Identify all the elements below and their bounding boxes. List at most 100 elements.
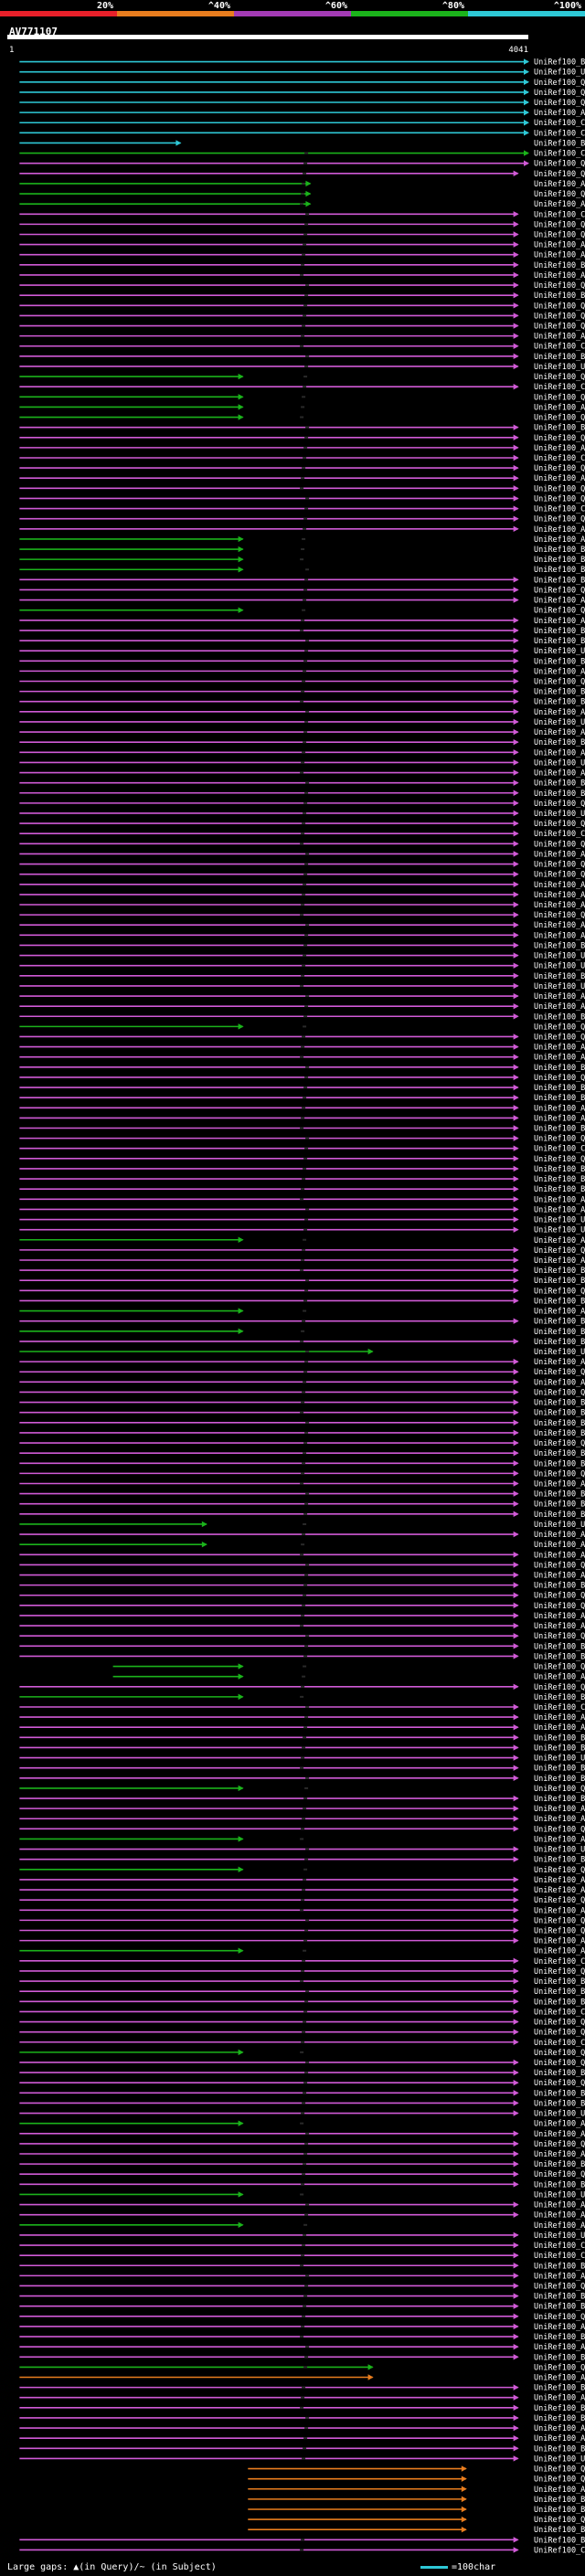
hit-row[interactable]: UniRef100_A2Q513 (19, 1835, 585, 1844)
hit-row[interactable]: UniRef100_Q6YUT0 (19, 2170, 585, 2179)
hit-label[interactable]: UniRef100_A2X672 (534, 444, 585, 453)
hit-row[interactable]: UniRef100_B9HFW3 (19, 1652, 585, 1661)
hit-label[interactable]: UniRef100_Q0JAN0 (534, 484, 585, 493)
hit-label[interactable]: UniRef100_Q8L9H2 (534, 1825, 585, 1834)
hit-row[interactable]: UniRef100_Q8LHA7 (19, 1074, 585, 1083)
hit-row[interactable]: UniRef100_B9HVM9 (19, 1267, 585, 1276)
hit-row[interactable]: UniRef100_A7P1S4 (19, 1886, 585, 1895)
hit-row[interactable]: UniRef100_Q84TY4 (19, 220, 585, 229)
hit-label[interactable]: UniRef100_A7NC22 (534, 850, 585, 859)
hit-row[interactable]: UniRef100_A2YCU2 (19, 617, 585, 626)
hit-label[interactable]: UniRef100_B9GAJ1 (534, 1582, 585, 1591)
hit-label[interactable]: UniRef100_Q9AYR6 (534, 1246, 585, 1256)
hit-row[interactable]: UniRef100_B9I2G6 (19, 1318, 585, 1327)
hit-label[interactable]: UniRef100_Q8S5U6 (534, 820, 585, 829)
hit-label[interactable]: UniRef100_A2XP39 (534, 2374, 585, 2383)
hit-row[interactable]: UniRef100_C5XLR2 (19, 210, 585, 219)
hit-row[interactable]: UniRef100_B6U4L3 (19, 1185, 585, 1194)
hit-row[interactable]: UniRef100_C5XY14 (19, 2546, 585, 2555)
hit-row[interactable]: UniRef100_B9RRG7 (19, 2262, 585, 2271)
hit-label[interactable]: UniRef100_B9SDE1 (534, 2506, 585, 2515)
hit-label[interactable]: UniRef100_A7QZY5 (534, 2221, 585, 2231)
hit-row[interactable]: UniRef100_Q0DUV9 (19, 800, 585, 809)
hit-label[interactable]: UniRef100_A5C167 (534, 1713, 585, 1723)
hit-label[interactable]: UniRef100_A7NZS4 (534, 597, 585, 606)
hit-label[interactable]: UniRef100_C5WV81 (534, 830, 585, 839)
hit-row[interactable]: UniRef100_A5C6R8 (19, 2434, 585, 2443)
hit-row[interactable]: UniRef100_A9TCK1 (19, 2150, 585, 2159)
hit-label[interactable]: UniRef100_A7P1Q4 (534, 1723, 585, 1733)
hit-label[interactable]: UniRef100_C0PL10 (534, 150, 585, 159)
hit-row[interactable]: UniRef100_A5B306 (19, 271, 585, 281)
hit-row[interactable]: UniRef100_B9SZL0 (19, 2160, 585, 2169)
hit-label[interactable]: UniRef100_B9SZL0 (534, 2160, 585, 2169)
hit-row[interactable]: UniRef100_Q4WKZ3 (19, 1561, 585, 1570)
hit-row[interactable]: UniRef100_B9RBG3 (19, 2293, 585, 2302)
hit-row[interactable]: UniRef100_Q84KB6 (19, 1602, 585, 1611)
hit-label[interactable]: UniRef100_B9H0I8 (534, 1511, 585, 1520)
hit-label[interactable]: UniRef100_A7P3G1 (534, 1551, 585, 1560)
hit-label[interactable]: UniRef100_A2ZXY2 (534, 2120, 585, 2129)
hit-label[interactable]: UniRef100_Q8H2S5 (534, 871, 585, 880)
hit-row[interactable]: UniRef100_Q9FMF6 (19, 1439, 585, 1448)
hit-label[interactable]: UniRef100_B8BSG4 (534, 1795, 585, 1804)
hit-row[interactable]: UniRef100_A7QEY4 (19, 333, 585, 342)
hit-row[interactable]: UniRef100_Q5SM85 (248, 2475, 585, 2485)
hit-label[interactable]: UniRef100_B9HBJ5 (534, 1338, 585, 1347)
hit-row[interactable]: UniRef100_B9RJK6 (19, 1490, 585, 1500)
hit-label[interactable]: UniRef100_B9N775 (534, 2353, 585, 2362)
hit-label[interactable]: UniRef100_A7QVF2 (534, 1876, 585, 1885)
hit-label[interactable]: UniRef100_Q3ECK2 (534, 586, 585, 595)
hit-label[interactable]: UniRef100_A7Q887 (534, 2424, 585, 2433)
hit-label[interactable]: UniRef100_A7PYA4 (534, 1378, 585, 1387)
hit-row[interactable]: UniRef100_B9SK16 (19, 2414, 585, 2423)
hit-label[interactable]: UniRef100_Q0WKV3 (534, 1683, 585, 1692)
hit-label[interactable]: UniRef100_C5X1C9 (534, 119, 585, 128)
hit-label[interactable]: UniRef100_Q0WK64 (534, 1896, 585, 1905)
hit-row[interactable]: UniRef100_A5B1M4 (19, 1541, 585, 1550)
hit-label[interactable]: UniRef100_UP1000... (534, 810, 585, 819)
hit-label[interactable]: UniRef100_A7PAI6 (534, 748, 585, 758)
hit-label[interactable]: UniRef100_A9TCK1 (534, 2150, 585, 2159)
hit-row[interactable]: UniRef100_C4PQY7 (19, 383, 585, 392)
hit-row[interactable]: UniRef100_A7PX39 (248, 2486, 585, 2495)
hit-row[interactable]: UniRef100_B9RR89 (19, 1642, 585, 1651)
hit-row[interactable]: UniRef100_B9SS70 (19, 941, 585, 950)
hit-row[interactable]: UniRef100_Q7PG17 (19, 89, 585, 98)
hit-label[interactable]: UniRef100_B9H6S2 (534, 2404, 585, 2413)
hit-row[interactable]: UniRef100_UP1000... (19, 1521, 585, 1530)
hit-row[interactable]: UniRef100_A7QEQ6 (19, 535, 585, 545)
hit-label[interactable]: UniRef100_Q9C894 (534, 393, 585, 402)
hit-row[interactable]: UniRef100_Q7X1R4 (19, 1785, 585, 1794)
hit-row[interactable]: UniRef100_UP1000... (19, 952, 585, 961)
hit-row[interactable]: UniRef100_Q9FLL3 (19, 2282, 585, 2291)
hit-label[interactable]: UniRef100_B9RN90 (534, 556, 585, 565)
hit-row[interactable]: UniRef100_C5XLQ4 (19, 505, 585, 514)
hit-label[interactable]: UniRef100_A7R427 (534, 1937, 585, 1946)
hit-label[interactable]: UniRef100_A2XCW4 (534, 901, 585, 910)
hit-row[interactable]: UniRef100_A2ZXY2 (19, 2120, 585, 2129)
hit-row[interactable]: UniRef100_A5C435 (19, 2272, 585, 2281)
hit-row[interactable]: UniRef100_Q9LES7 (19, 1916, 585, 1925)
hit-label[interactable]: UniRef100_UP1000... (534, 2190, 585, 2200)
hit-row[interactable]: UniRef100_A2SF88 (19, 2130, 585, 2139)
hit-label[interactable]: UniRef100_B9MCV6 (534, 261, 585, 270)
hit-row[interactable]: UniRef100_C7J6V5 (19, 2008, 585, 2017)
hit-row[interactable]: UniRef100_B9HZM2 (19, 2089, 585, 2098)
hit-row[interactable]: UniRef100_Q0WK64 (19, 1896, 585, 1905)
hit-label[interactable]: UniRef100_B9SDV6 (534, 2444, 585, 2454)
hit-row[interactable]: UniRef100_UP1000... (19, 363, 585, 372)
hit-label[interactable]: UniRef100_B9TTC9 (534, 1449, 585, 1458)
hit-row[interactable]: UniRef100_B9HAR0 (19, 1084, 585, 1093)
hit-label[interactable]: UniRef100_Q9FZJ6 (534, 1135, 585, 1144)
hit-label[interactable]: UniRef100_Q9SH46 (534, 2029, 585, 2038)
hit-label[interactable]: UniRef100_Q9STS9 (534, 1663, 585, 1672)
hit-row[interactable]: UniRef100_C5WV81 (19, 830, 585, 839)
hit-label[interactable]: UniRef100_Q6XL95 (534, 323, 585, 332)
hit-label[interactable]: UniRef100_B9HQ38 (534, 2180, 585, 2189)
hit-row[interactable]: UniRef100_UP1000... (19, 2190, 585, 2200)
hit-row[interactable]: UniRef100_Q9FIX3 (19, 1155, 585, 1164)
hit-label[interactable]: UniRef100_Q0DUV9 (534, 800, 585, 809)
hit-row[interactable]: UniRef100_C5X1C9 (19, 119, 585, 128)
hit-row[interactable]: UniRef100_UP1000... (19, 982, 585, 991)
